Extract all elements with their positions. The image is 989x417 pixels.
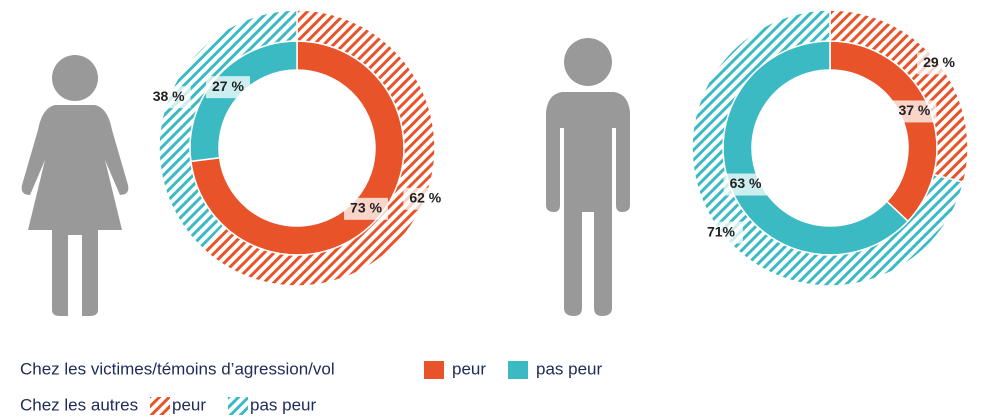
data-label: 73 % [350,200,382,216]
data-label: 71% [707,223,736,239]
legend-group: Chez les victimes/témoins d’agression/vo… [20,359,335,378]
hatched-slice [691,9,965,287]
data-label: 29 % [923,54,955,70]
legend-swatch [150,397,170,415]
data-label: 37 % [898,102,930,118]
legend-label: peur [452,359,486,378]
label-bg [146,86,191,109]
man-icon [546,38,630,316]
label-bg [892,100,937,123]
legend-label: pas peur [536,359,602,378]
legend-label: pas peur [250,395,316,414]
legend-label: peur [172,395,206,414]
data-label: 63 % [730,175,762,191]
label-bg [698,221,743,244]
label-bg [723,173,768,196]
label-bg [205,76,250,99]
legend-group: Chez les autres [20,395,138,414]
data-label: 27 % [212,78,244,94]
label-bg [917,52,962,75]
legend: Chez les victimes/témoins d’agression/vo… [20,359,602,415]
woman-icon [21,55,129,316]
label-bg [344,197,389,220]
data-label: 62 % [409,190,441,206]
hatched-slice [158,9,298,250]
legend-swatch [424,361,444,379]
legend-swatch [508,361,528,379]
data-label: 38 % [153,88,185,104]
hatched-slice [201,9,436,287]
label-bg [403,187,448,210]
legend-swatch [228,397,248,415]
